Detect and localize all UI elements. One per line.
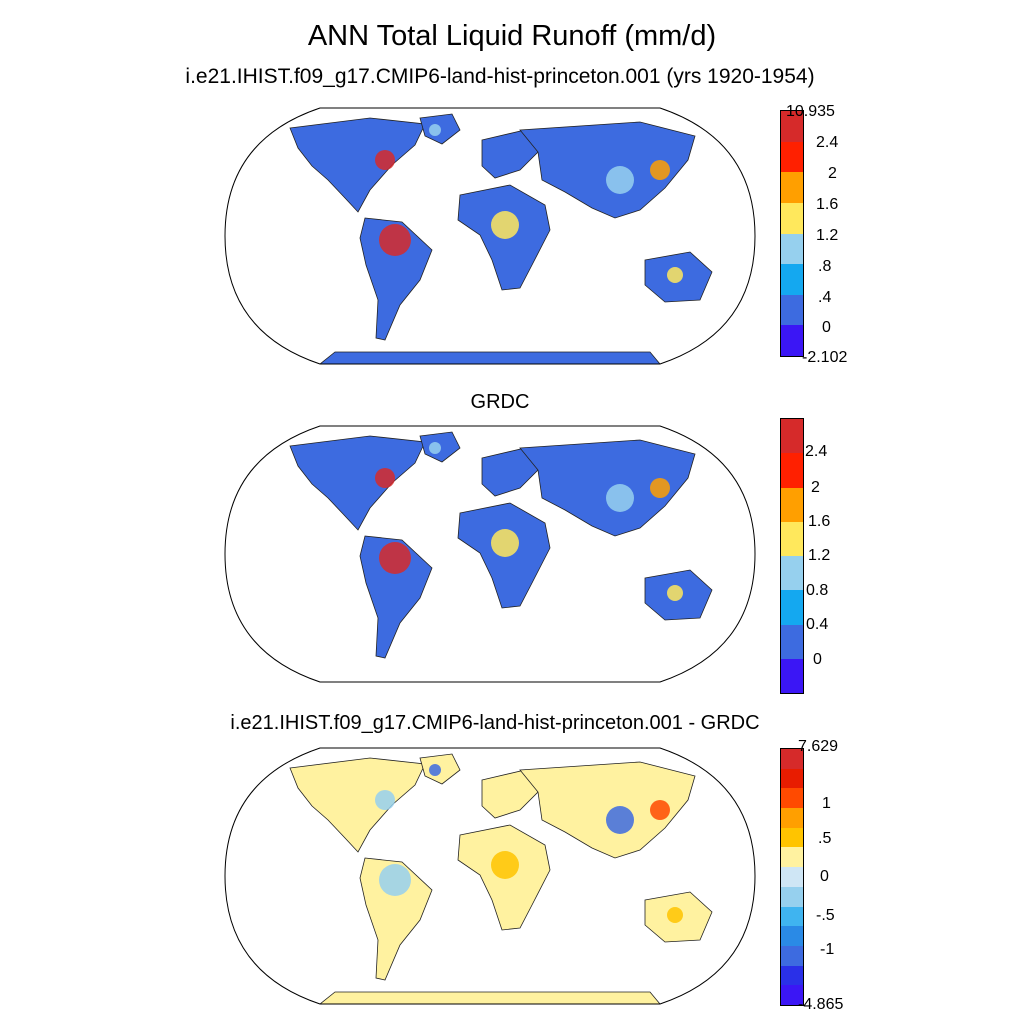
- colorbar-segment: [781, 325, 803, 356]
- colorbar-segment: [781, 768, 803, 789]
- colorbar-segment: [781, 985, 803, 1005]
- colorbar-segment: [781, 808, 803, 828]
- colorbar-segment: [781, 965, 803, 986]
- colorbar-segment: [781, 521, 803, 556]
- colorbar-label: 1: [822, 795, 831, 812]
- south-america-landmass: [359, 857, 433, 981]
- colorbar-segment: [781, 658, 803, 693]
- runoff-patch: [379, 542, 411, 574]
- colorbar-segment: [781, 827, 803, 848]
- colorbar-label: 10.935: [786, 103, 835, 120]
- figure-title: ANN Total Liquid Runoff (mm/d): [307, 20, 717, 52]
- colorbar-label: 2.4: [816, 134, 839, 151]
- colorbar-label: 2: [828, 165, 837, 182]
- antarctica-landmass: [318, 351, 661, 364]
- colorbar-label: 0.4: [806, 616, 829, 633]
- runoff-patch: [375, 468, 395, 488]
- runoff-patch: [429, 124, 441, 136]
- colorbar-segment: [781, 556, 803, 591]
- projection-outline: [224, 107, 756, 365]
- colorbar-segment: [781, 111, 803, 142]
- runoff-patch: [650, 800, 670, 820]
- colorbar-label: 2.4: [805, 443, 828, 460]
- panel-2-subtitle: GRDC: [470, 391, 530, 413]
- runoff-patch: [375, 790, 395, 810]
- colorbar-label: .5: [818, 830, 832, 847]
- colorbar-label: -1: [820, 941, 835, 958]
- colorbar-segment: [781, 294, 803, 326]
- colorbar-label: 2: [811, 479, 820, 496]
- runoff-patch: [667, 267, 683, 283]
- colorbar-segment: [781, 453, 803, 488]
- colorbar-label: -.5: [816, 907, 835, 924]
- colorbar-segment: [781, 906, 803, 927]
- runoff-patch: [491, 211, 519, 239]
- antarctica-landmass: [318, 991, 661, 1004]
- colorbar-segment: [781, 590, 803, 625]
- colorbar-segment: [781, 624, 803, 659]
- colorbar-segment: [781, 172, 803, 203]
- runoff-patch: [606, 166, 634, 194]
- runoff-patch: [667, 907, 683, 923]
- colorbar-segment: [781, 202, 803, 234]
- runoff-patch: [606, 484, 634, 512]
- runoff-patch: [491, 851, 519, 879]
- runoff-patch: [379, 864, 411, 896]
- colorbar-segment: [781, 487, 803, 522]
- colorbar-label: 0: [813, 651, 822, 668]
- colorbar-segment: [781, 141, 803, 173]
- colorbar-segment: [781, 233, 803, 265]
- panel-1-subtitle: i.e21.IHIST.f09_g17.CMIP6-land-hist-prin…: [185, 65, 815, 88]
- panel-3-subtitle: i.e21.IHIST.f09_g17.CMIP6-land-hist-prin…: [230, 712, 760, 734]
- colorbar-label: 0: [822, 319, 831, 336]
- colorbar-label: 1.6: [816, 196, 839, 213]
- north-america-landmass: [289, 435, 426, 531]
- runoff-patch: [491, 529, 519, 557]
- asia-landmass: [519, 121, 696, 219]
- colorbar-label: 0.8: [806, 582, 829, 599]
- colorbar-segment: [781, 264, 803, 295]
- colorbar-segment: [781, 419, 803, 454]
- colorbar-label: 1.2: [816, 227, 839, 244]
- north-america-landmass: [289, 757, 426, 853]
- colorbar-label: .4: [818, 289, 832, 306]
- runoff-patch: [429, 442, 441, 454]
- colorbar-label: 1.6: [808, 513, 831, 530]
- south-america-landmass: [359, 217, 433, 341]
- projection-outline: [224, 425, 756, 683]
- asia-landmass: [519, 761, 696, 859]
- colorbar-segment: [781, 867, 803, 887]
- projection-outline: [224, 747, 756, 1005]
- runoff-patch: [667, 585, 683, 601]
- panel-1-colorbar: [780, 110, 804, 357]
- colorbar-segment: [781, 886, 803, 907]
- panel-1-map: [224, 107, 756, 365]
- colorbar-label: 1.2: [808, 547, 831, 564]
- colorbar-segment: [781, 847, 803, 868]
- panel-2-colorbar: [780, 418, 804, 694]
- colorbar-label: 0: [820, 868, 829, 885]
- runoff-patch: [606, 806, 634, 834]
- panel-3-colorbar: [780, 748, 804, 1006]
- colorbar-segment: [781, 749, 803, 769]
- north-america-landmass: [289, 117, 426, 213]
- asia-landmass: [519, 439, 696, 537]
- colorbar-label: .8: [818, 258, 832, 275]
- runoff-patch: [429, 764, 441, 776]
- runoff-patch: [650, 160, 670, 180]
- panel-2-map: [224, 425, 756, 683]
- colorbar-label: 7.629: [798, 738, 839, 755]
- colorbar-segment: [781, 788, 803, 809]
- colorbar-label: -4.865: [798, 996, 844, 1013]
- south-america-landmass: [359, 535, 433, 659]
- runoff-patch: [375, 150, 395, 170]
- runoff-patch: [379, 224, 411, 256]
- colorbar-label: -2.102: [802, 349, 848, 366]
- runoff-patch: [650, 478, 670, 498]
- colorbar-segment: [781, 926, 803, 946]
- colorbar-segment: [781, 945, 803, 966]
- panel-3-map: [224, 747, 756, 1005]
